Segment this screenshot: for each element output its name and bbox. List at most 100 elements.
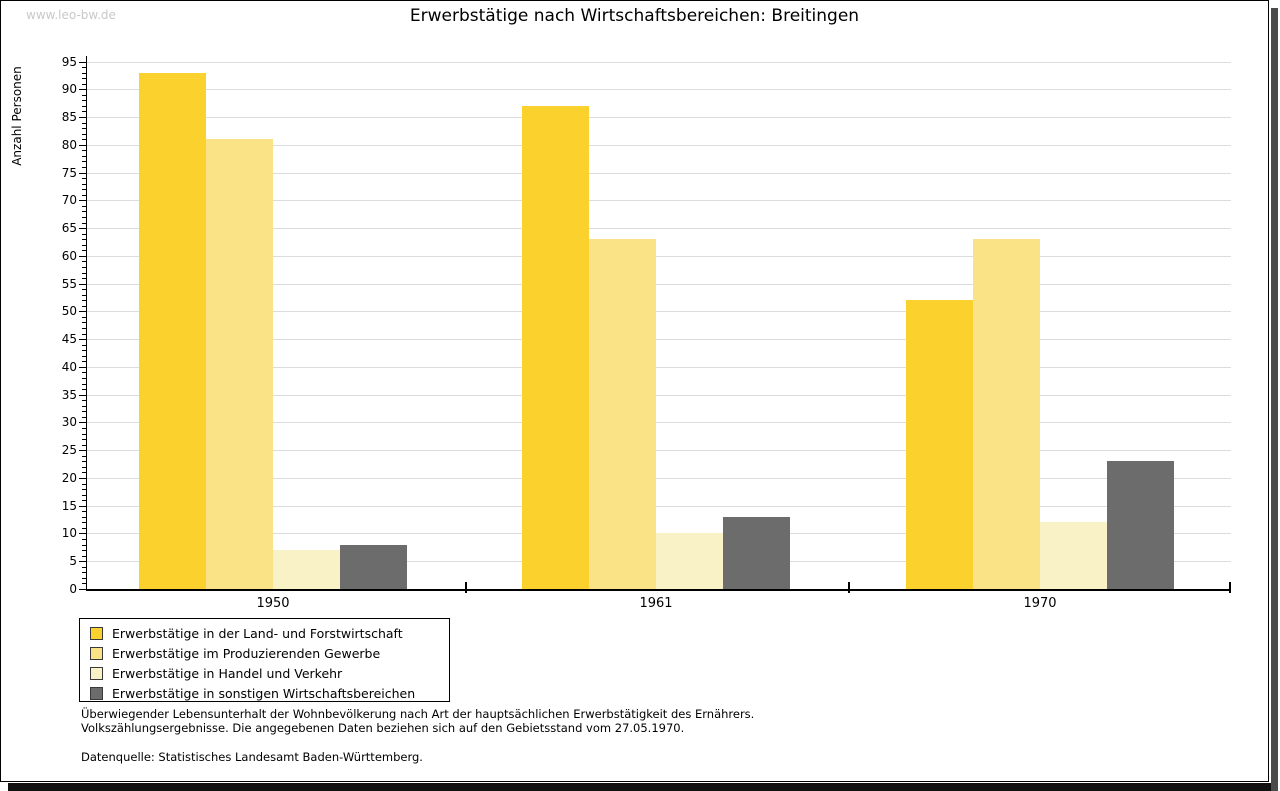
y-minor-tick	[82, 461, 86, 463]
y-minor-tick	[82, 577, 86, 579]
bar-1961-series-3	[656, 533, 723, 589]
y-tick-label: 75	[61, 165, 77, 180]
legend-swatch-icon	[90, 646, 103, 660]
y-minor-tick	[82, 111, 86, 113]
y-minor-tick	[82, 150, 86, 152]
y-minor-tick	[82, 439, 86, 441]
y-tick-label: 40	[61, 359, 77, 374]
y-minor-tick	[82, 416, 86, 418]
y-minor-tick	[82, 278, 86, 280]
y-minor-tick	[82, 466, 86, 468]
y-gridline	[87, 394, 1231, 396]
legend-box: Erwerbstätige in der Land- und Forstwirt…	[79, 618, 450, 702]
y-gridline	[87, 89, 1231, 91]
x-boundary-tick	[848, 582, 850, 593]
y-tick-label: 90	[61, 82, 77, 97]
y-gridline	[87, 450, 1231, 452]
y-major-tick	[79, 589, 86, 590]
y-gridline	[87, 311, 1231, 313]
bar-1961-series-1	[522, 105, 589, 589]
x-boundary-tick	[1229, 582, 1231, 593]
y-major-tick	[79, 339, 86, 341]
y-gridline	[87, 505, 1231, 507]
legend-label: Erwerbstätige in Handel und Verkehr	[112, 665, 343, 681]
y-gridline	[87, 477, 1231, 479]
y-minor-tick	[82, 516, 86, 518]
y-minor-tick	[82, 433, 86, 435]
y-minor-tick	[82, 83, 86, 85]
y-minor-tick	[82, 266, 86, 268]
window-shadow-right	[1271, 8, 1278, 791]
y-minor-tick	[82, 167, 86, 168]
bar-1950-series-1	[139, 72, 206, 589]
y-minor-tick	[82, 400, 86, 402]
y-minor-tick	[82, 583, 86, 585]
y-minor-tick	[82, 372, 86, 374]
y-minor-tick	[82, 328, 86, 330]
legend-swatch-icon	[90, 626, 103, 640]
y-minor-tick	[82, 411, 86, 413]
y-minor-tick	[82, 78, 86, 80]
y-major-tick	[79, 505, 86, 507]
y-minor-tick	[82, 527, 86, 529]
bar-1961-series-4	[723, 516, 790, 589]
y-major-tick	[79, 172, 86, 174]
y-minor-tick	[82, 233, 86, 235]
y-major-tick	[79, 144, 86, 146]
x-axis-line	[86, 589, 1231, 591]
y-major-tick	[79, 422, 86, 424]
y-tick-label: 35	[61, 387, 77, 402]
x-category-label: 1950	[256, 596, 290, 611]
y-tick-label: 55	[61, 276, 77, 291]
y-tick-label: 45	[61, 332, 77, 347]
y-minor-tick	[82, 194, 86, 196]
y-minor-tick	[82, 189, 86, 191]
y-major-tick	[79, 366, 86, 368]
y-minor-tick	[82, 544, 86, 546]
y-major-tick	[79, 477, 86, 479]
y-major-tick	[79, 561, 86, 563]
y-tick-label: 5	[69, 554, 77, 569]
footnote-line-1: Überwiegender Lebensunterhalt der Wohnbe…	[81, 707, 755, 721]
footnotes: Überwiegender Lebensunterhalt der Wohnbe…	[81, 707, 754, 764]
y-minor-tick	[82, 72, 86, 74]
y-major-tick	[79, 394, 86, 396]
bar-1970-series-3	[1040, 522, 1107, 589]
y-major-tick	[79, 311, 86, 313]
y-minor-tick	[82, 522, 86, 524]
bar-1970-series-1	[906, 300, 973, 589]
legend-label: Erwerbstätige im Produzierenden Gewerbe	[112, 645, 381, 661]
y-minor-tick	[82, 94, 86, 96]
legend-item-3: Erwerbstätige in Handel und Verkehr	[90, 663, 449, 683]
y-minor-tick	[82, 244, 86, 246]
y-minor-tick	[82, 472, 86, 474]
y-tick-label: 70	[61, 193, 77, 208]
y-minor-tick	[82, 161, 86, 163]
y-gridline	[87, 117, 1231, 119]
y-minor-tick	[82, 444, 86, 446]
y-minor-tick	[82, 216, 86, 218]
legend-item-1: Erwerbstätige in der Land- und Forstwirt…	[90, 623, 449, 643]
y-minor-tick	[82, 122, 86, 124]
x-category-label: 1970	[1023, 596, 1057, 611]
y-minor-tick	[82, 550, 86, 552]
y-minor-tick	[82, 405, 86, 407]
y-minor-tick	[82, 378, 86, 379]
y-gridline	[87, 61, 1231, 63]
y-gridline	[87, 144, 1231, 146]
y-minor-tick	[82, 305, 86, 307]
y-minor-tick	[82, 355, 86, 357]
y-minor-tick	[82, 383, 86, 385]
y-minor-tick	[82, 67, 86, 69]
window-shadow-bottom	[8, 783, 1271, 791]
y-tick-label: 10	[61, 526, 77, 541]
y-minor-tick	[82, 178, 86, 180]
y-tick-label: 25	[61, 443, 77, 458]
y-minor-tick	[82, 155, 86, 157]
y-minor-tick	[82, 139, 86, 141]
legend-swatch-icon	[90, 686, 103, 700]
watermark-text: www.leo-bw.de	[26, 8, 116, 22]
legend-label: Erwerbstätige in der Land- und Forstwirt…	[112, 625, 403, 641]
y-tick-label: 85	[61, 110, 77, 125]
